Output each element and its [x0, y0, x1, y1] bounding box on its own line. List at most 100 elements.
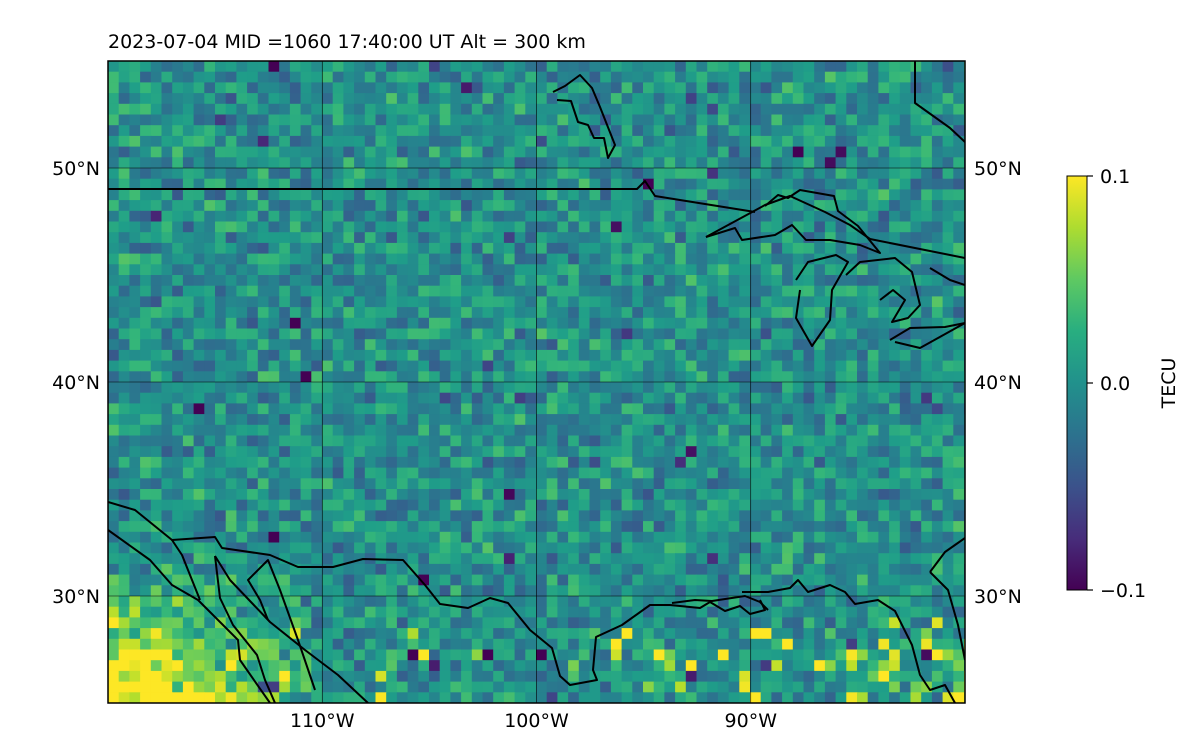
heatmap-cell	[108, 339, 120, 351]
heatmap-cell	[407, 414, 419, 426]
heatmap-cell	[546, 446, 558, 458]
heatmap-cell	[867, 489, 879, 501]
heatmap-cell	[268, 71, 280, 83]
heatmap-cell	[931, 435, 944, 447]
heatmap-cell	[568, 414, 580, 426]
heatmap-cell	[493, 414, 505, 426]
heatmap-cell	[782, 649, 794, 661]
heatmap-cell	[461, 232, 473, 244]
heatmap-cell	[739, 221, 751, 233]
heatmap-cell	[653, 424, 665, 437]
heatmap-cell	[921, 435, 933, 447]
heatmap-cell	[493, 157, 505, 169]
heatmap-cell	[696, 360, 708, 372]
heatmap-cell	[257, 328, 270, 340]
heatmap-cell	[771, 382, 783, 394]
heatmap-cell	[161, 563, 173, 576]
heatmap-cell	[578, 628, 591, 640]
heatmap-cell	[685, 542, 698, 554]
heatmap-cell	[568, 317, 580, 330]
heatmap-cell	[610, 146, 623, 158]
heatmap-cell	[118, 168, 130, 180]
heatmap-cell	[846, 296, 858, 308]
heatmap-cell	[899, 61, 912, 73]
heatmap-cell	[910, 424, 922, 437]
heatmap-cell	[225, 221, 237, 233]
heatmap-cell	[846, 135, 858, 148]
heatmap-cell	[910, 563, 922, 576]
heatmap-cell	[161, 403, 173, 415]
heatmap-cell	[118, 585, 130, 597]
heatmap-cell	[878, 210, 890, 223]
heatmap-cell	[621, 103, 633, 116]
heatmap-cell	[407, 510, 419, 522]
heatmap-cell	[653, 221, 665, 233]
heatmap-cell	[610, 61, 623, 73]
heatmap-cell	[193, 660, 205, 672]
heatmap-cell	[386, 681, 398, 693]
heatmap-cell	[867, 628, 879, 640]
heatmap-cell	[803, 510, 815, 522]
heatmap-cell	[225, 692, 237, 703]
heatmap-cell	[172, 424, 184, 437]
heatmap-cell	[364, 585, 377, 597]
heatmap-cell	[867, 242, 879, 255]
heatmap-cell	[814, 617, 826, 629]
heatmap-cell	[696, 649, 708, 661]
heatmap-cell	[332, 285, 344, 297]
heatmap-cell	[172, 360, 184, 372]
heatmap-cell	[878, 499, 890, 511]
heatmap-cell	[182, 424, 195, 437]
heatmap-cell	[578, 360, 591, 372]
heatmap-cell	[835, 382, 847, 394]
heatmap-cell	[322, 638, 334, 651]
heatmap-cell	[129, 189, 141, 201]
heatmap-cell	[867, 221, 879, 233]
heatmap-cell	[621, 125, 633, 137]
heatmap-cell	[814, 553, 826, 565]
heatmap-cell	[803, 435, 815, 447]
heatmap-cell	[525, 232, 537, 244]
heatmap-cell	[193, 382, 205, 394]
heatmap-cell	[429, 135, 441, 148]
heatmap-cell	[140, 649, 152, 661]
heatmap-cell	[803, 275, 815, 287]
heatmap-cell	[953, 414, 965, 426]
heatmap-cell	[525, 649, 537, 661]
heatmap-cell	[953, 563, 965, 576]
heatmap-cell	[675, 125, 687, 137]
heatmap-cell	[482, 585, 494, 597]
heatmap-cell	[182, 681, 195, 693]
heatmap-cell	[685, 478, 698, 490]
heatmap-cell	[343, 692, 355, 703]
heatmap-cell	[611, 703, 622, 714]
heatmap-cell	[493, 275, 505, 287]
heatmap-cell	[846, 371, 858, 383]
heatmap-cell	[108, 349, 120, 362]
heatmap-cell	[482, 531, 494, 544]
heatmap-cell	[685, 563, 698, 576]
heatmap-cell	[557, 200, 569, 212]
heatmap-cell	[792, 628, 805, 640]
heatmap-cell	[429, 210, 441, 223]
heatmap-cell	[824, 71, 837, 83]
heatmap-cell	[899, 446, 912, 458]
heatmap-cell	[610, 456, 623, 469]
heatmap-cell	[771, 489, 783, 501]
heatmap-cell	[150, 670, 163, 683]
heatmap-cell	[878, 125, 890, 137]
heatmap-cell	[717, 296, 730, 308]
heatmap-cell	[514, 317, 526, 330]
heatmap-cell	[942, 189, 954, 201]
heatmap-cell	[525, 467, 537, 479]
heatmap-cell	[675, 168, 687, 180]
heatmap-cell	[878, 628, 890, 640]
heatmap-cell	[921, 168, 933, 180]
heatmap-cell	[525, 200, 537, 212]
heatmap-cell	[589, 499, 601, 511]
heatmap-cell	[311, 328, 323, 340]
heatmap-cell	[750, 628, 762, 640]
heatmap-cell	[578, 210, 591, 223]
heatmap-cell	[429, 371, 441, 383]
heatmap-cell	[108, 638, 120, 651]
